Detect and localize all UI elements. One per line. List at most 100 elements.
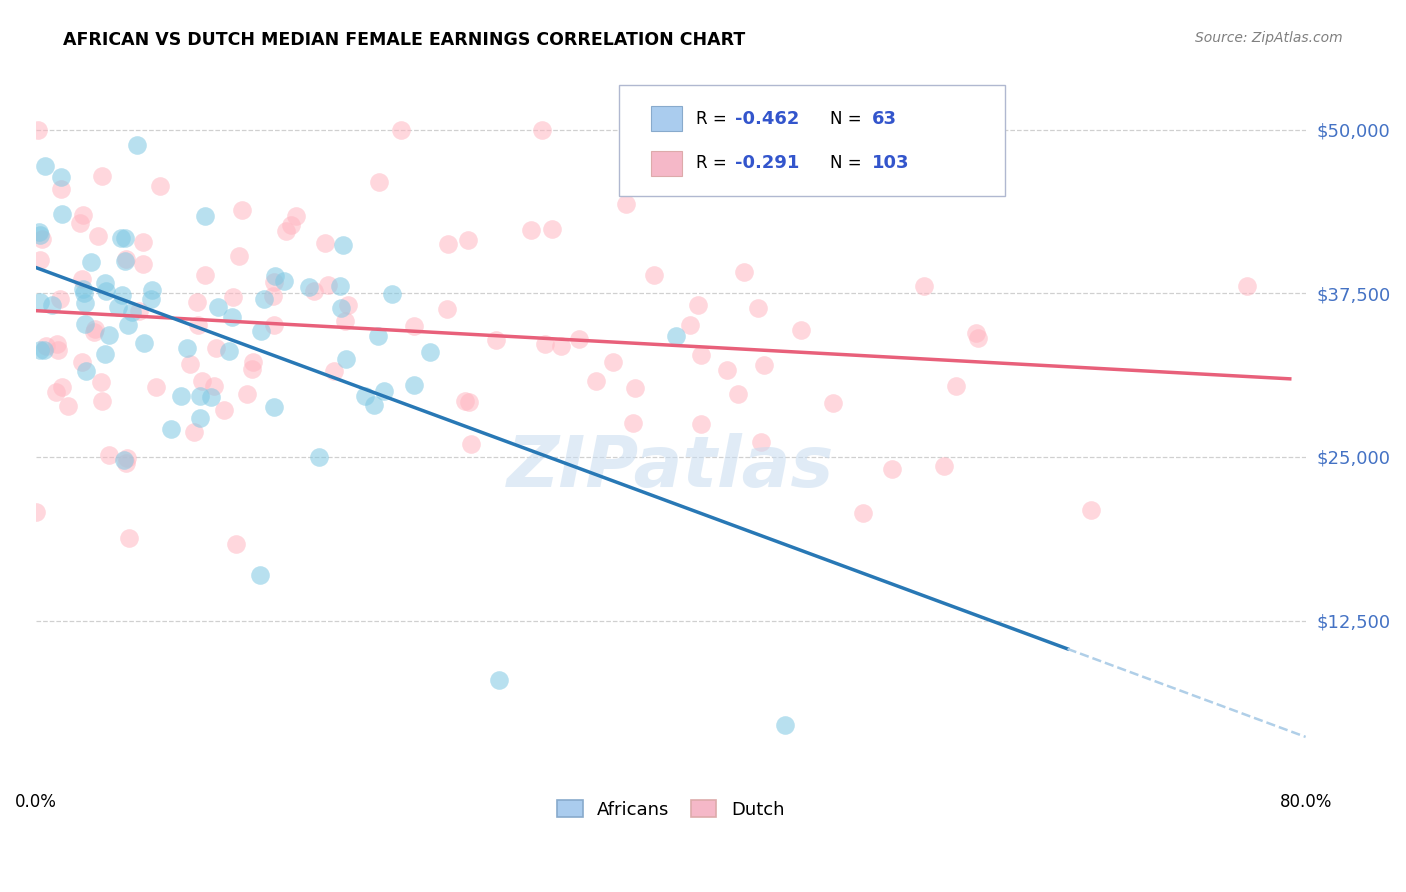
Point (329, 279, 352, 293)
Point (190, 389, 212, 403)
Point (186, 294, 208, 309)
Point (454, 393, 477, 408)
Point (111, 288, 134, 302)
Point (823, 396, 845, 410)
Point (585, 374, 607, 388)
Point (225, 537, 247, 551)
Point (214, 403, 236, 417)
Point (531, 122, 554, 136)
Point (31, 232, 53, 246)
Point (298, 280, 321, 294)
Point (367, 175, 389, 189)
Point (80, 255, 103, 269)
Point (97, 448, 120, 462)
Point (30, 343, 52, 357)
Point (945, 379, 967, 393)
Point (218, 344, 240, 359)
Point (75, 317, 97, 331)
Point (727, 387, 749, 401)
Point (115, 450, 138, 465)
Point (221, 310, 243, 324)
Point (149, 178, 172, 193)
Point (187, 318, 209, 332)
Point (118, 531, 141, 545)
Point (83, 326, 105, 340)
Point (25, 505, 48, 519)
Point (302, 284, 325, 298)
Point (91, 394, 114, 409)
Point (205, 341, 228, 355)
Text: R =: R = (696, 110, 733, 128)
Point (87, 229, 110, 244)
Point (73, 285, 96, 300)
Point (336, 298, 359, 312)
Point (790, 322, 813, 336)
Point (733, 265, 755, 279)
Point (75, 364, 97, 378)
Point (276, 224, 298, 238)
Point (28, 227, 51, 242)
Point (117, 318, 139, 332)
Point (46, 337, 69, 351)
Point (236, 387, 259, 401)
Point (690, 417, 713, 431)
Point (35, 338, 58, 352)
Point (314, 235, 336, 250)
Point (678, 318, 700, 332)
Point (665, 329, 688, 343)
Point (49, 292, 72, 306)
Point (176, 341, 198, 355)
Legend: Africans, Dutch: Africans, Dutch (550, 793, 792, 826)
Point (110, 231, 132, 245)
Point (688, 298, 710, 312)
Text: 103: 103 (872, 154, 910, 172)
Point (200, 390, 222, 404)
Point (621, 417, 644, 431)
Point (773, 718, 796, 732)
Text: R =: R = (696, 154, 733, 172)
Point (436, 302, 458, 317)
Point (69, 216, 91, 230)
Point (402, 378, 425, 392)
Point (94, 346, 117, 360)
Point (114, 252, 136, 267)
Point (716, 363, 738, 377)
Point (263, 318, 285, 332)
Point (852, 506, 875, 520)
Point (404, 319, 426, 334)
Point (128, 303, 150, 318)
Point (75, 295, 97, 310)
Point (644, 268, 666, 282)
Text: -0.291: -0.291 (735, 154, 800, 172)
Point (373, 384, 395, 398)
Point (541, 222, 564, 236)
Text: N =: N = (830, 154, 866, 172)
Point (51, 380, 73, 394)
Point (221, 290, 243, 304)
Text: AFRICAN VS DUTCH MEDIAN FEMALE EARNINGS CORRELATION CHART: AFRICAN VS DUTCH MEDIAN FEMALE EARNINGS … (63, 31, 745, 49)
Point (72, 282, 94, 296)
Point (34, 159, 56, 173)
Point (488, 673, 510, 687)
Point (752, 358, 775, 372)
Point (160, 422, 183, 436)
Point (333, 314, 356, 328)
Point (367, 329, 389, 343)
Point (330, 301, 353, 315)
Point (139, 293, 162, 307)
Point (49, 170, 72, 185)
Point (253, 293, 276, 307)
Point (28, 226, 51, 240)
Point (880, 462, 903, 476)
Point (932, 459, 955, 474)
Point (132, 256, 155, 270)
Point (107, 300, 129, 314)
Point (316, 278, 339, 293)
Point (323, 364, 346, 378)
Point (231, 202, 253, 217)
Point (45, 385, 67, 400)
Point (114, 254, 136, 268)
Point (41, 298, 63, 312)
Point (381, 287, 404, 301)
Point (90, 375, 112, 389)
